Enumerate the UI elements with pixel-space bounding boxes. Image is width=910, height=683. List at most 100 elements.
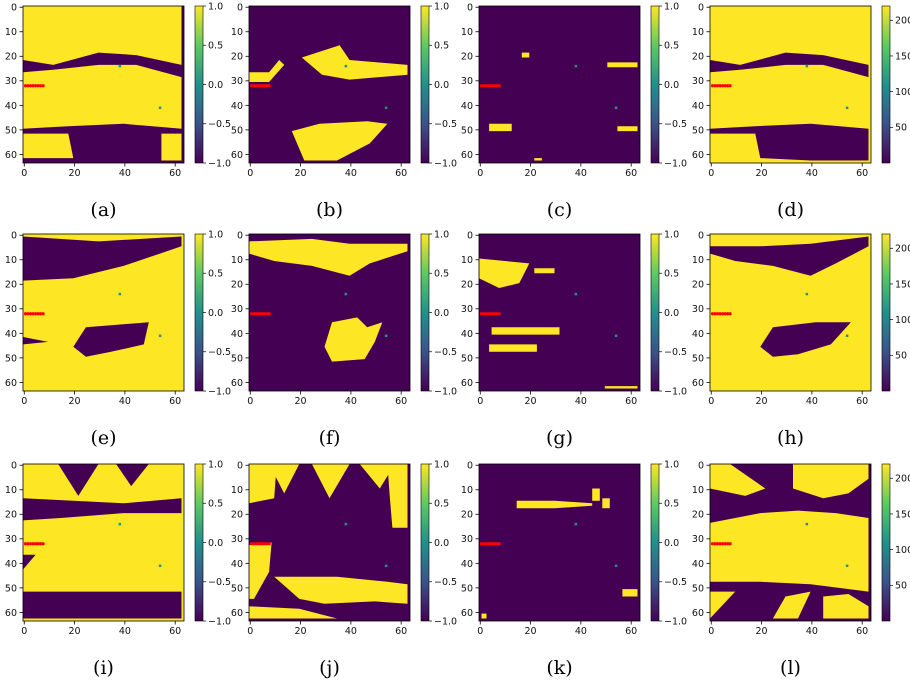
colorbar-tick-label: 100	[895, 545, 910, 556]
well-marker	[726, 542, 730, 546]
colorbar-tick-label: −1.0	[664, 158, 687, 169]
x-tick-label: 40	[806, 626, 818, 637]
well-marker	[265, 542, 269, 546]
colorbar-tick-label: −1.0	[208, 158, 231, 169]
colorbar-tick-label: −0.5	[208, 347, 231, 358]
x-tick-label: 40	[345, 626, 357, 637]
colorbar-tick-label: 1.0	[664, 459, 679, 470]
x-tick-label: 0	[477, 396, 483, 407]
colorbar	[650, 463, 660, 622]
x-tick-label: 20	[69, 626, 81, 637]
colorbar-tick-label: 0.5	[664, 269, 679, 280]
y-tick-label: 0	[237, 3, 243, 14]
well-marker	[257, 542, 261, 546]
y-tick-label: 50	[461, 353, 473, 364]
x-tick-label: 20	[525, 168, 537, 179]
well-marker	[254, 542, 259, 546]
well-marker	[252, 542, 256, 546]
heatmap-region	[23, 133, 74, 159]
well-marker	[23, 84, 28, 88]
heatmap-region	[23, 554, 36, 570]
well-marker	[31, 84, 35, 88]
axes-frame	[22, 463, 185, 622]
well-marker	[728, 542, 732, 546]
well-marker	[726, 84, 730, 88]
well-marker	[31, 542, 35, 546]
well-marker	[33, 542, 38, 546]
x-tick-label: 40	[345, 396, 357, 407]
heatmap-region	[23, 591, 182, 619]
colorbar	[881, 5, 891, 164]
x-tick-label: 20	[756, 168, 768, 179]
x-tick-label: 60	[169, 396, 181, 407]
well-marker	[39, 312, 43, 316]
axes-frame	[709, 233, 872, 392]
y-tick-label: 0	[467, 461, 473, 472]
well-marker	[728, 312, 732, 316]
well-marker	[492, 312, 496, 316]
colorbar	[650, 233, 660, 392]
panel-caption: (d)	[777, 199, 804, 221]
heatmap-cell	[118, 64, 122, 68]
axes-frame	[478, 5, 641, 164]
colorbar-tick-label: 150	[895, 509, 910, 520]
axes-frame	[709, 5, 872, 164]
heatmap-region	[534, 158, 542, 161]
y-tick-label: 10	[231, 485, 243, 496]
well-marker	[259, 312, 264, 316]
well-marker	[33, 84, 38, 88]
axes-frame	[478, 463, 641, 622]
y-tick-label: 30	[692, 534, 704, 545]
x-tick-label: 0	[477, 626, 483, 637]
colorbar-tick-label: 1.0	[434, 229, 449, 240]
colorbar-tick-label: 50	[895, 351, 907, 362]
well-marker	[718, 312, 722, 316]
y-tick-label: 60	[5, 608, 17, 619]
y-tick-label: 40	[231, 329, 243, 340]
well-marker	[26, 312, 30, 316]
heatmap-region	[622, 589, 638, 597]
heatmap-region	[249, 60, 285, 82]
colorbar-tick-label: −1.0	[664, 386, 687, 397]
y-tick-label: 0	[467, 231, 473, 242]
well-marker	[265, 84, 269, 88]
colorbar-tick-label: 200	[895, 16, 910, 27]
axes-frame	[22, 5, 185, 164]
heatmap-region	[710, 236, 869, 276]
heatmap-cell	[344, 292, 348, 296]
colorbar-tick-label: 50	[895, 123, 907, 134]
axes-frame	[709, 463, 872, 622]
heatmap-region	[291, 121, 388, 161]
y-tick-label: 50	[692, 353, 704, 364]
y-tick-label: 30	[692, 76, 704, 87]
y-tick-label: 0	[698, 461, 704, 472]
colorbar-tick-label: 0.0	[208, 80, 223, 91]
heatmap-region	[479, 258, 530, 288]
colorbar-tick-label: 0.0	[664, 80, 679, 91]
panel-caption: (c)	[547, 199, 572, 221]
well-marker	[479, 84, 484, 88]
heatmap-cell	[614, 334, 618, 338]
panel-b: 0 20 40 60 0 10 20 30 40 50 60 1.0 0.5 0.0 −0.5 −1.0 (b)	[231, 1, 457, 221]
heatmap-region	[516, 500, 593, 509]
y-tick-label: 30	[231, 304, 243, 315]
heatmap-region	[534, 268, 555, 274]
heatmap-cell	[158, 334, 162, 338]
y-tick-label: 30	[5, 534, 17, 545]
well-marker	[41, 84, 45, 88]
heatmap-region	[23, 64, 182, 129]
colorbar-tick-label: 1.0	[208, 229, 223, 240]
heatmap-cell	[614, 564, 618, 568]
well-marker	[479, 312, 484, 316]
colorbar-tick-label: 0.5	[208, 499, 223, 510]
y-tick-label: 0	[237, 461, 243, 472]
y-tick-label: 30	[5, 76, 17, 87]
heatmap-region	[710, 591, 736, 619]
heatmap-region	[592, 488, 600, 501]
y-tick-label: 40	[461, 559, 473, 570]
x-tick-label: 20	[69, 396, 81, 407]
heatmap-cell	[574, 64, 578, 68]
y-tick-label: 20	[692, 52, 704, 63]
well-marker	[489, 312, 494, 316]
heatmap-region	[249, 606, 337, 619]
